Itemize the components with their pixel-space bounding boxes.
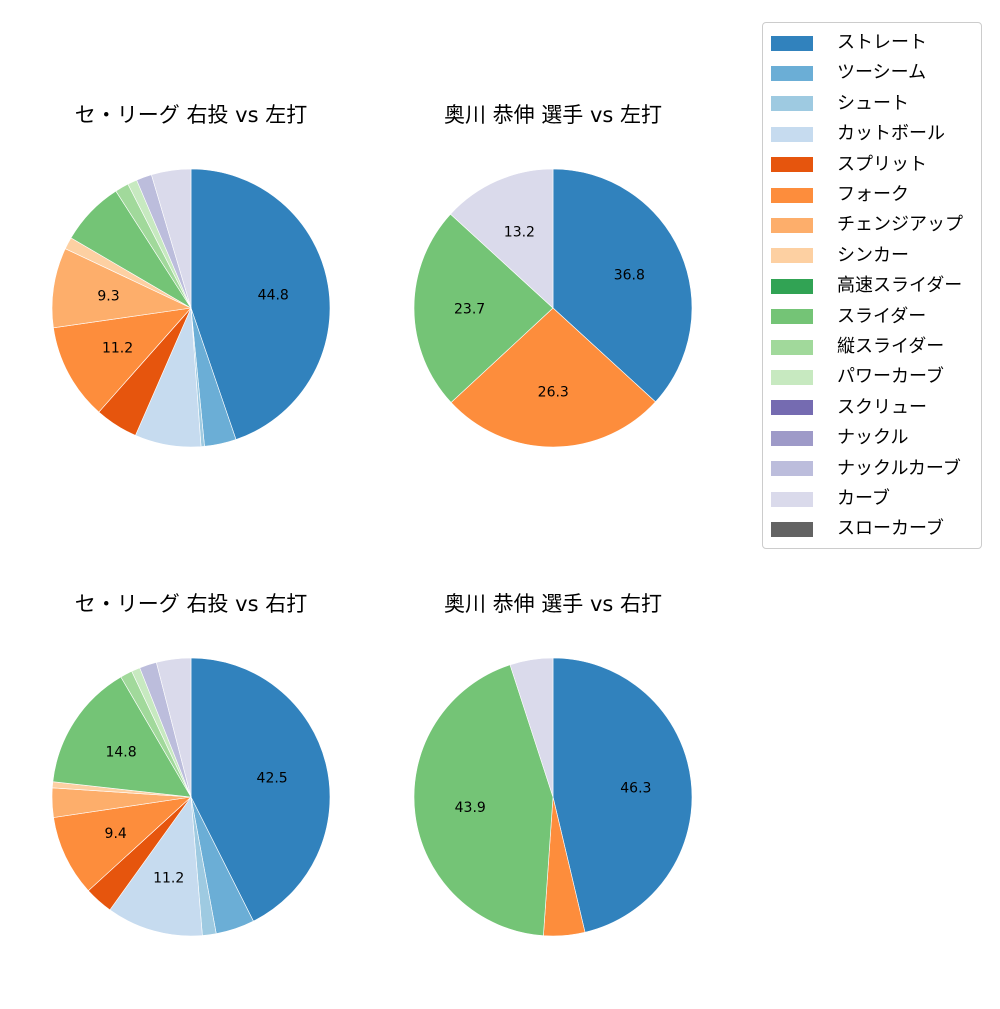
pie-slice bbox=[53, 796, 192, 892]
pie-slice bbox=[509, 657, 554, 798]
pie-slice-label: 26.3 bbox=[538, 384, 569, 400]
pie-slice-label: 42.5 bbox=[257, 771, 288, 787]
pie-slice-label: 46.3 bbox=[620, 780, 651, 796]
pie-slice bbox=[450, 307, 656, 448]
pie-slice-label: 43.9 bbox=[455, 800, 486, 816]
chart-legend: ストレートツーシームシュートカットボール スプリットフォークチェンジアップ シンカー… bbox=[762, 22, 982, 549]
legend-label: チェンジアップ bbox=[837, 214, 963, 236]
legend-swatch bbox=[771, 126, 813, 142]
legend-swatch bbox=[771, 157, 813, 173]
legend-item: ナックル bbox=[771, 426, 908, 450]
legend-label: スプリット bbox=[837, 153, 927, 175]
pie-chart: 44.8 11.2 9.3 bbox=[51, 168, 331, 448]
legend-label: ツーシーム bbox=[837, 62, 927, 84]
pie-chart: 42.5 11.2 9.4 14.8 bbox=[51, 657, 331, 937]
pie-panel-okugawa-vs-left: 奥川 恭伸 選手 vs 左打 36.8 26.3 23.7 13.2 bbox=[393, 100, 713, 520]
legend-item: カットボール bbox=[771, 122, 945, 146]
pie-slice bbox=[552, 168, 693, 403]
legend-swatch bbox=[771, 309, 813, 325]
legend-item: 高速スライダー bbox=[771, 274, 962, 298]
legend-swatch bbox=[771, 461, 813, 477]
legend-swatch bbox=[771, 96, 813, 112]
legend-item: スクリュー bbox=[771, 396, 927, 420]
legend-swatch bbox=[771, 278, 813, 294]
legend-swatch bbox=[771, 369, 813, 385]
legend-label: シュート bbox=[837, 92, 909, 114]
pie-slice bbox=[552, 657, 693, 933]
legend-swatch bbox=[771, 521, 813, 537]
legend-label: カーブ bbox=[837, 488, 890, 509]
legend-item: ナックルカーブ bbox=[771, 457, 961, 481]
pie-panel-league-vs-left: セ・リーグ 右投 vs 左打 44.8 11.2 9.3 bbox=[31, 100, 351, 520]
legend-swatch bbox=[771, 400, 813, 416]
legend-label: パワーカーブ bbox=[837, 366, 944, 388]
legend-label: スライダー bbox=[837, 305, 927, 327]
pie-slice bbox=[51, 248, 193, 329]
pie-slice-label: 13.2 bbox=[504, 225, 535, 241]
legend-label: 縦スライダー bbox=[837, 336, 945, 357]
legend-label: スクリュー bbox=[837, 396, 927, 418]
pie-slice-label: 44.8 bbox=[258, 287, 289, 303]
legend-swatch bbox=[771, 35, 813, 51]
legend-label: 高速スライダー bbox=[837, 275, 963, 297]
pie-slice-label: 9.4 bbox=[105, 826, 127, 842]
pie-slice-label: 9.3 bbox=[97, 289, 119, 305]
chart-title: 奥川 恭伸 選手 vs 左打 bbox=[443, 103, 663, 127]
pie-slice bbox=[450, 168, 554, 309]
legend-item: スローカーブ bbox=[771, 517, 944, 541]
legend-label: ストレート bbox=[837, 32, 927, 53]
pie-slice bbox=[109, 796, 203, 937]
legend-swatch bbox=[771, 339, 813, 355]
pie-slice bbox=[53, 307, 192, 413]
pie-slice bbox=[190, 657, 331, 922]
pie-slice bbox=[190, 168, 331, 440]
pie-slice-label: 11.2 bbox=[153, 870, 184, 886]
legend-item: カーブ bbox=[771, 487, 890, 511]
pie-panel-okugawa-vs-right: 奥川 恭伸 選手 vs 右打 46.3 43.9 bbox=[393, 589, 713, 1009]
pie-slice-label: 36.8 bbox=[614, 267, 645, 283]
pie-slice-label: 23.7 bbox=[454, 301, 485, 317]
legend-swatch bbox=[771, 187, 813, 203]
legend-label: カットボール bbox=[837, 123, 945, 145]
pie-slice bbox=[155, 657, 192, 798]
legend-swatch bbox=[771, 217, 813, 233]
pie-slice-label: 11.2 bbox=[102, 341, 133, 357]
legend-label: スローカーブ bbox=[837, 518, 944, 540]
legend-label: ナックルカーブ bbox=[837, 457, 961, 479]
legend-item: 縦スライダー bbox=[771, 335, 944, 359]
legend-item: パワーカーブ bbox=[771, 365, 944, 389]
legend-item: ストレート bbox=[771, 31, 927, 55]
pie-panel-league-vs-right: セ・リーグ 右投 vs 右打 42.5 11.2 9.4 14.8 bbox=[31, 589, 351, 1009]
legend-swatch bbox=[771, 430, 813, 446]
legend-label: フォーク bbox=[837, 184, 909, 205]
legend-swatch bbox=[771, 491, 813, 507]
legend-item: スプリット bbox=[771, 153, 927, 177]
legend-item: シュート bbox=[771, 92, 909, 116]
chart-title: セ・リーグ 右投 vs 右打 bbox=[74, 592, 308, 616]
chart-title: 奥川 恭伸 選手 vs 右打 bbox=[443, 592, 663, 616]
pie-slice bbox=[151, 168, 192, 309]
chart-title: セ・リーグ 右投 vs 左打 bbox=[74, 103, 308, 127]
legend-item: チェンジアップ bbox=[771, 213, 963, 237]
legend-item: スライダー bbox=[771, 305, 926, 329]
pie-slice bbox=[413, 213, 554, 403]
legend-swatch bbox=[771, 65, 813, 81]
legend-swatch bbox=[771, 248, 813, 264]
legend-item: シンカー bbox=[771, 244, 909, 268]
pie-slice-label: 14.8 bbox=[105, 745, 136, 761]
pie-chart: 46.3 43.9 bbox=[413, 657, 693, 937]
legend-label: ナックル bbox=[837, 427, 909, 449]
legend-item: フォーク bbox=[771, 183, 909, 207]
pie-slice bbox=[413, 664, 554, 936]
pie-slice bbox=[52, 676, 192, 798]
pie-chart: 36.8 26.3 23.7 13.2 bbox=[413, 168, 693, 448]
legend-label: シンカー bbox=[837, 244, 909, 266]
legend-item: ツーシーム bbox=[771, 61, 926, 85]
